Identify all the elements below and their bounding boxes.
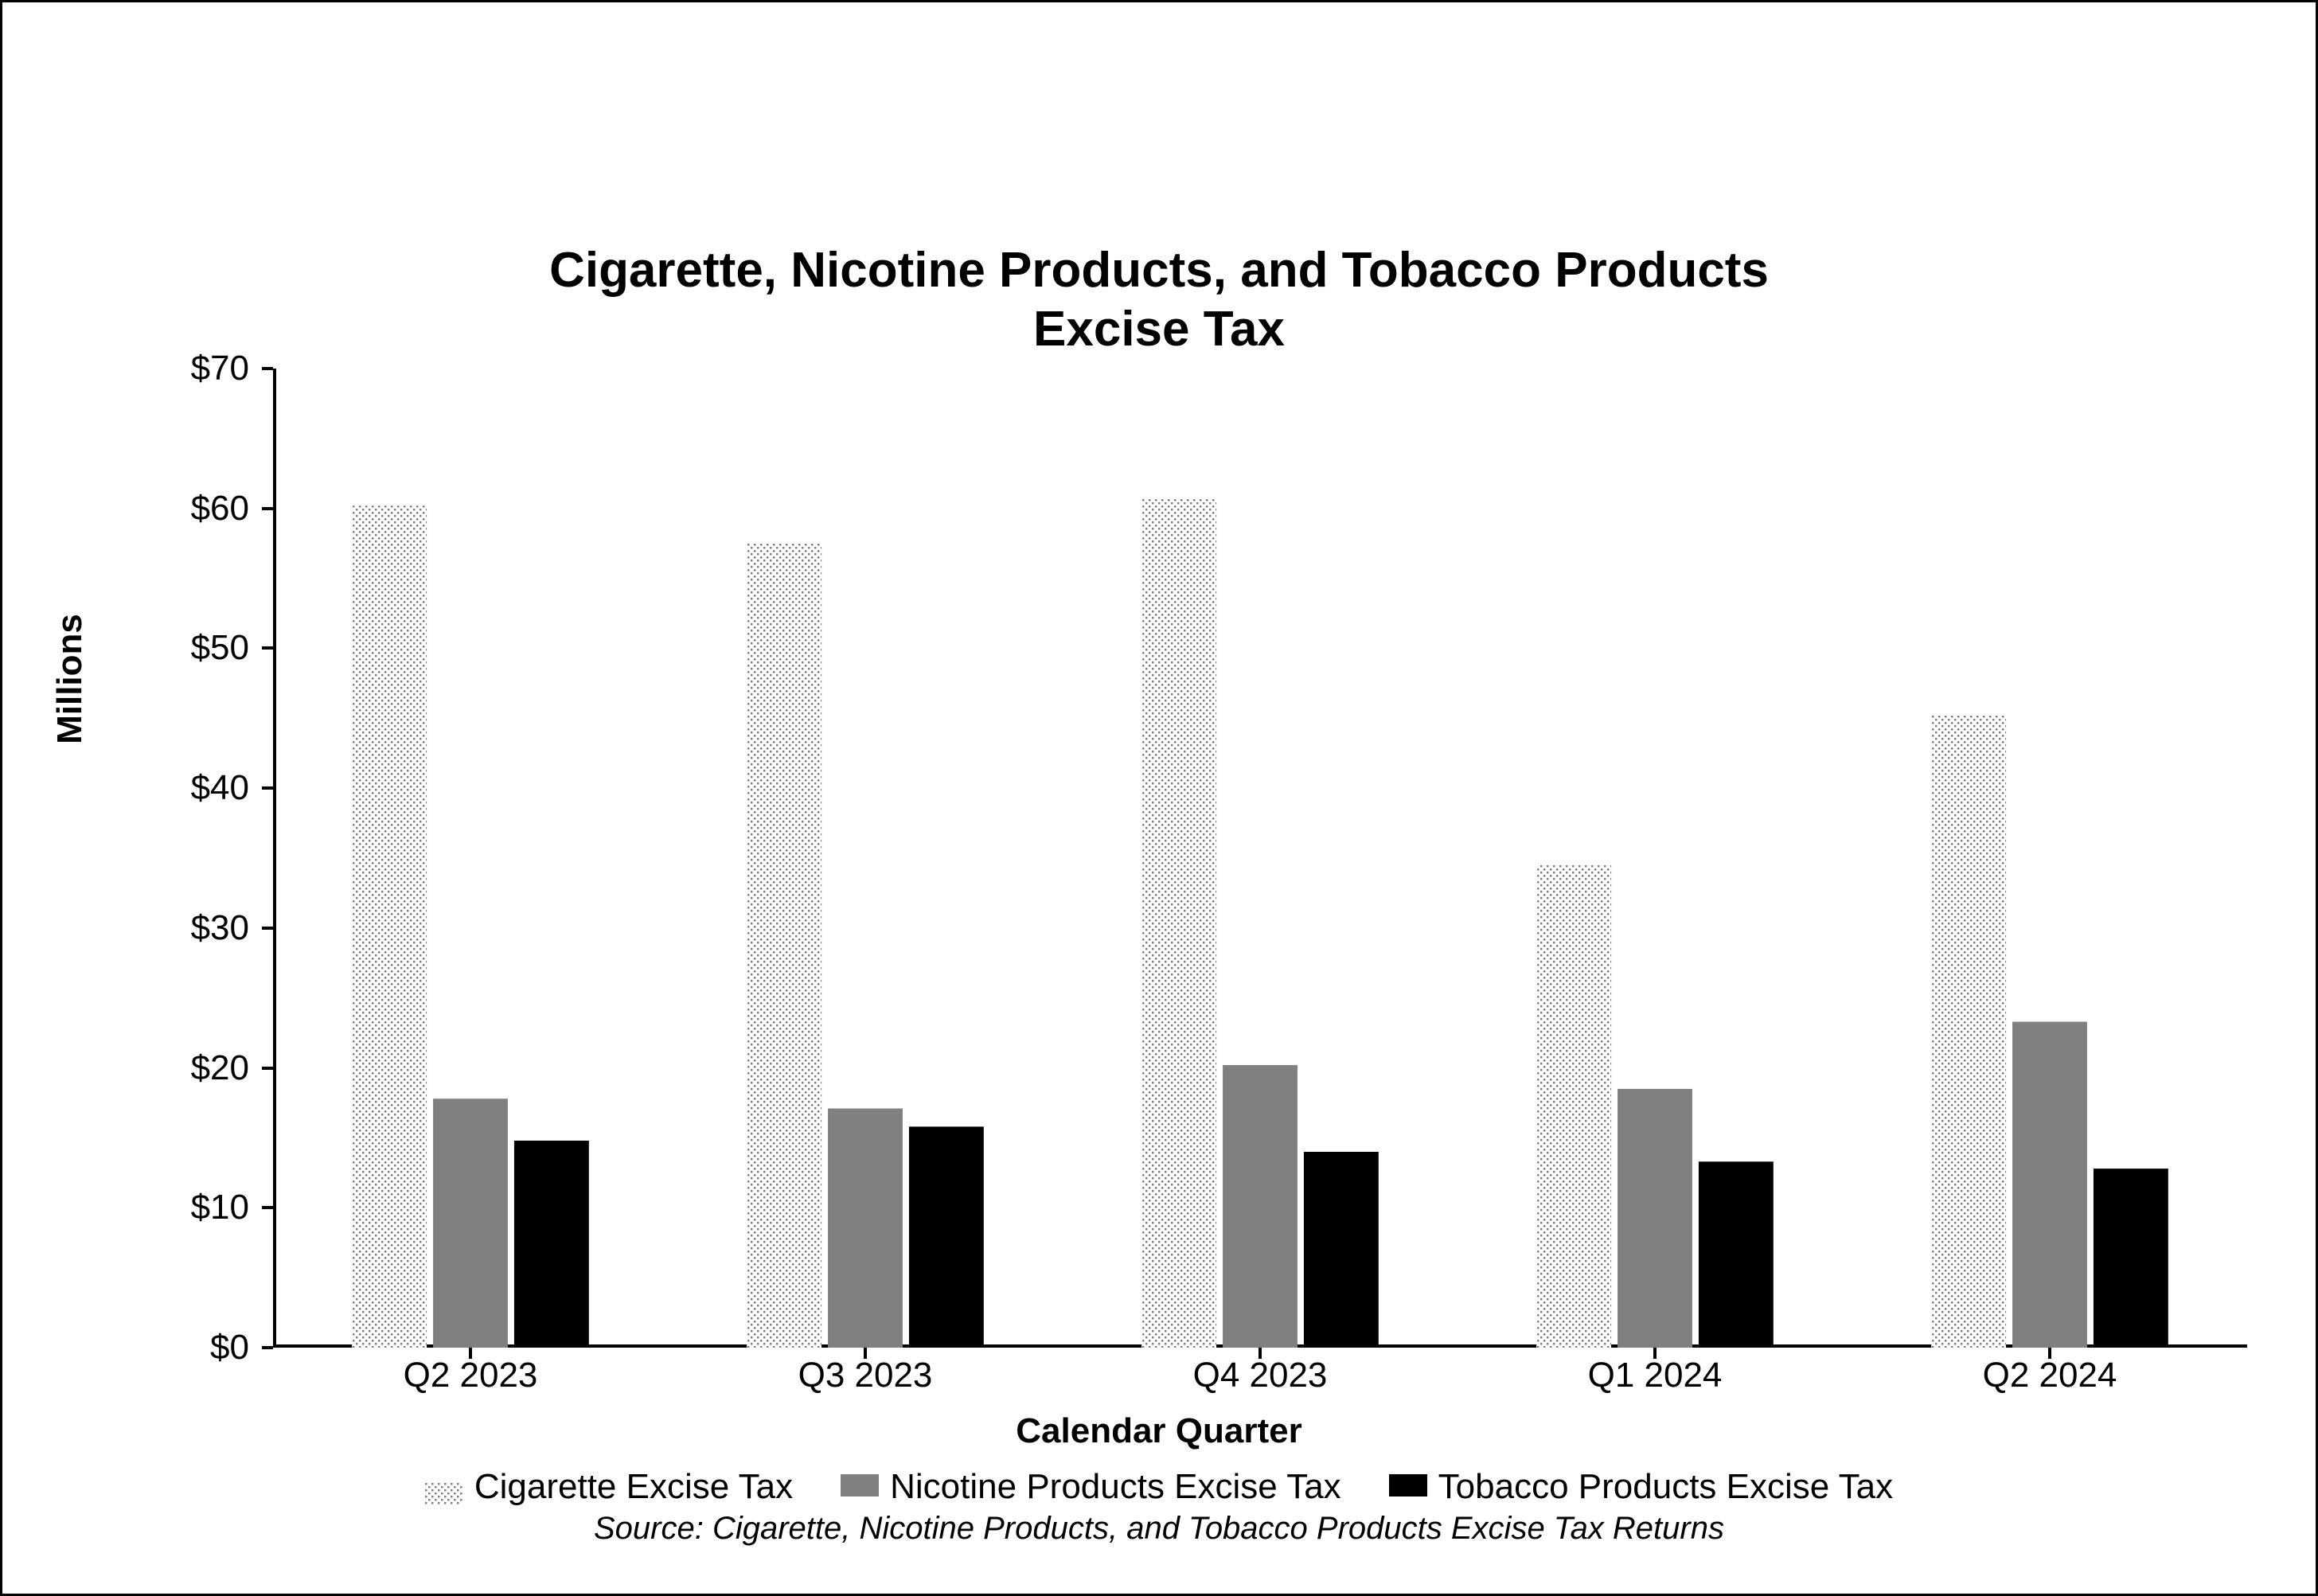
bar — [747, 544, 821, 1348]
chart-title: Cigarette, Nicotine Products, and Tobacc… — [2, 241, 2316, 360]
y-tick-label: $0 — [210, 1328, 249, 1368]
bar — [1304, 1152, 1379, 1348]
y-tick-label: $30 — [191, 908, 249, 948]
legend-item: Nicotine Products Excise Tax — [841, 1467, 1341, 1507]
x-tick-label: Q3 2023 — [798, 1356, 933, 1395]
bar — [514, 1141, 589, 1348]
y-tick-mark — [262, 1346, 273, 1349]
y-tick-label: $40 — [191, 768, 249, 808]
legend-item: Tobacco Products Excise Tax — [1389, 1467, 1893, 1507]
y-tick-label: $70 — [191, 349, 249, 388]
y-tick-mark — [262, 927, 273, 930]
legend-swatch — [1389, 1474, 1427, 1496]
bar — [1536, 865, 1611, 1348]
bar — [352, 505, 427, 1348]
chart-title-line1: Cigarette, Nicotine Products, and Tobacc… — [549, 243, 1769, 298]
x-tick-label: Q1 2024 — [1588, 1356, 1723, 1395]
y-tick-label: $60 — [191, 489, 249, 529]
y-tick-label: $50 — [191, 628, 249, 668]
y-tick-label: $10 — [191, 1188, 249, 1227]
bar — [828, 1109, 903, 1348]
y-tick-mark — [262, 507, 273, 510]
chart-frame: Cigarette, Nicotine Products, and Tobacc… — [0, 0, 2318, 1596]
legend-label: Nicotine Products Excise Tax — [890, 1467, 1341, 1506]
y-tick-mark — [262, 1206, 273, 1209]
bar — [2012, 1022, 2087, 1348]
chart-title-line2: Excise Tax — [1033, 302, 1285, 357]
y-tick-mark — [262, 786, 273, 790]
source-note: Source: Cigarette, Nicotine Products, an… — [2, 1511, 2316, 1547]
y-tick-mark — [262, 1067, 273, 1070]
bars-layer — [273, 369, 2247, 1348]
x-tick-label: Q4 2023 — [1193, 1356, 1328, 1395]
bar — [1141, 498, 1216, 1348]
bar — [1699, 1161, 1774, 1348]
x-tick-label: Q2 2023 — [404, 1356, 538, 1395]
legend-label: Tobacco Products Excise Tax — [1438, 1467, 1893, 1506]
bar — [1931, 716, 2006, 1348]
x-axis-label: Calendar Quarter — [2, 1411, 2316, 1451]
legend-item: Cigarette Excise Tax — [425, 1467, 793, 1507]
y-axis-label: Millions — [50, 520, 90, 838]
legend: Cigarette Excise Tax Nicotine Products Ex… — [2, 1467, 2316, 1507]
y-tick-mark — [262, 367, 273, 370]
y-tick-mark — [262, 646, 273, 650]
bar — [2094, 1169, 2168, 1348]
plot-area: $0$10$20$30$40$50$60$70Q2 2023Q3 2023Q4 … — [273, 369, 2247, 1348]
bar — [1618, 1089, 1692, 1348]
bar — [433, 1098, 508, 1348]
legend-swatch — [425, 1474, 463, 1496]
x-tick-label: Q2 2024 — [1983, 1356, 2117, 1395]
legend-label: Cigarette Excise Tax — [474, 1467, 793, 1506]
bar — [909, 1126, 984, 1348]
bar — [1223, 1065, 1298, 1348]
y-tick-label: $20 — [191, 1048, 249, 1088]
legend-swatch — [841, 1474, 879, 1496]
